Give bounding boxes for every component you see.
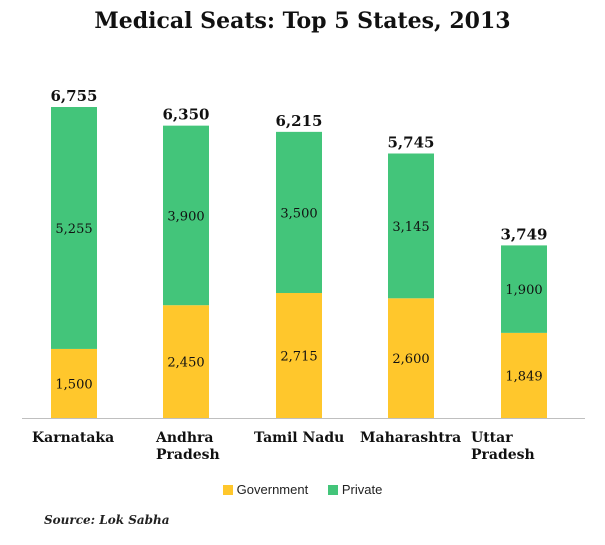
bar-private (51, 107, 97, 349)
x-tick-label-line: Andhra (156, 430, 214, 446)
legend-swatch-private (327, 484, 338, 495)
legend-label-private: Private (341, 482, 383, 497)
data-label-private: 3,145 (392, 220, 429, 235)
legend-swatch-government (222, 484, 233, 495)
data-label-government: 2,450 (167, 356, 204, 371)
bar-private (163, 125, 209, 306)
bar-government (276, 293, 322, 418)
data-label-government: 1,500 (55, 377, 92, 392)
bar-private (276, 131, 322, 294)
data-label-private: 3,900 (167, 209, 204, 224)
legend-label-government: Government (236, 482, 309, 497)
total-label: 3,749 (501, 225, 548, 243)
total-label: 5,745 (388, 134, 435, 152)
bar-government (51, 348, 97, 418)
total-label: 6,755 (51, 87, 98, 105)
bar-private (501, 245, 547, 333)
bar-government (501, 332, 547, 418)
x-tick-label: Andhra Pradesh (156, 430, 266, 464)
chart-title: Medical Seats: Top 5 States, 2013 (94, 8, 511, 34)
legend-item-private: Private (327, 482, 383, 497)
data-label-private: 3,500 (280, 206, 317, 221)
x-tick-label-line: Tamil Nadu (254, 430, 345, 446)
data-label-government: 2,600 (392, 352, 429, 367)
bar-private (388, 153, 434, 299)
legend-item-government: Government (222, 482, 309, 497)
legend: Government Private (0, 482, 605, 498)
x-tick-label: Tamil Nadu (254, 430, 364, 447)
source-note: Source: Lok Sabha (44, 513, 170, 527)
data-label-government: 1,849 (505, 369, 542, 384)
x-tick-label-line: Uttar Pradesh (471, 430, 535, 463)
x-tick-label-line: Karnataka (32, 430, 115, 446)
x-tick-label: Maharashtra (360, 430, 470, 447)
x-tick-label-line: Pradesh (156, 447, 220, 463)
total-label: 6,215 (276, 112, 323, 130)
x-tick-label: Uttar Pradesh (471, 430, 581, 464)
total-label: 6,350 (163, 106, 210, 124)
x-tick-label: Karnataka (32, 430, 142, 447)
data-label-private: 5,255 (55, 222, 92, 237)
bar-government (163, 305, 209, 418)
x-tick-label-line: Maharashtra (360, 430, 462, 446)
bar-government (388, 298, 434, 418)
data-label-private: 1,900 (505, 283, 542, 298)
data-label-government: 2,715 (280, 350, 317, 365)
